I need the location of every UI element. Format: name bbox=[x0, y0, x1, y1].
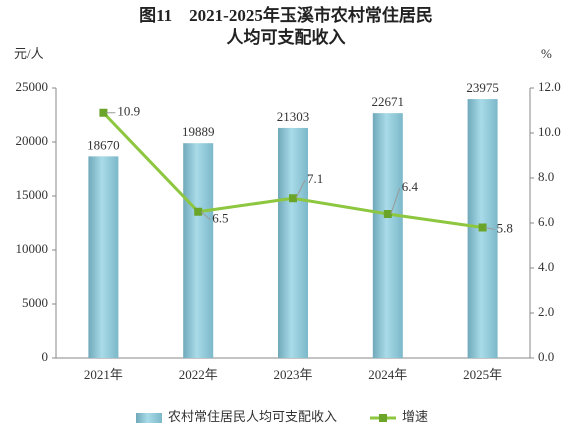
marker bbox=[194, 207, 203, 216]
y-axis-unit: 元/人 bbox=[14, 46, 44, 61]
y-tick-label: 0 bbox=[42, 349, 49, 364]
marker bbox=[478, 223, 487, 232]
x-tick-label: 2021年 bbox=[84, 367, 123, 382]
y2-tick-label: 4.0 bbox=[538, 259, 554, 274]
line-value-label: 7.1 bbox=[307, 171, 323, 186]
bar-value-label: 19889 bbox=[182, 124, 215, 139]
y2-tick-label: 10.0 bbox=[538, 124, 561, 139]
bar-value-label: 18670 bbox=[87, 137, 120, 152]
leader-line bbox=[390, 187, 401, 215]
bar-value-label: 21303 bbox=[277, 109, 310, 124]
x-tick-label: 2024年 bbox=[368, 367, 407, 382]
line-value-label: 5.8 bbox=[497, 220, 513, 235]
y2-tick-label: 8.0 bbox=[538, 169, 554, 184]
bar bbox=[183, 143, 214, 358]
line-value-label: 6.4 bbox=[402, 179, 419, 194]
y2-tick-label: 12.0 bbox=[538, 79, 561, 94]
bar-value-label: 22671 bbox=[372, 94, 405, 109]
chart-title: 图11 2021-2025年玉溪市农村常住居民 bbox=[139, 5, 433, 25]
line-value-label: 6.5 bbox=[212, 211, 228, 226]
y2-tick-label: 0.0 bbox=[538, 349, 554, 364]
y2-tick-label: 6.0 bbox=[538, 214, 554, 229]
y-tick-label: 20000 bbox=[16, 133, 49, 148]
y-tick-label: 25000 bbox=[16, 79, 49, 94]
bar bbox=[88, 156, 119, 358]
bar bbox=[372, 113, 403, 358]
y2-tick-label: 2.0 bbox=[538, 304, 554, 319]
y-tick-label: 15000 bbox=[16, 187, 49, 202]
bar bbox=[278, 127, 308, 358]
leader-line bbox=[295, 180, 306, 199]
marker bbox=[99, 108, 108, 117]
chart-title: 人均可支配收入 bbox=[227, 27, 346, 47]
legend-label: 农村常住居民人均可支配收入 bbox=[168, 409, 337, 424]
bar-value-label: 23975 bbox=[466, 80, 499, 95]
x-tick-label: 2022年 bbox=[179, 367, 218, 382]
legend-swatch bbox=[379, 414, 387, 422]
legend-swatch bbox=[136, 413, 162, 423]
marker bbox=[383, 210, 392, 218]
y-tick-label: 10000 bbox=[16, 241, 49, 256]
legend-label: 增速 bbox=[402, 409, 428, 424]
x-tick-label: 2025年 bbox=[463, 367, 502, 382]
y2-axis-unit: % bbox=[541, 46, 552, 61]
leader-line bbox=[200, 211, 211, 221]
y-tick-label: 5000 bbox=[22, 295, 48, 310]
line-value-label: 10.9 bbox=[117, 104, 140, 119]
marker bbox=[289, 194, 297, 203]
leader-line bbox=[485, 227, 495, 230]
x-tick-label: 2023年 bbox=[273, 367, 312, 382]
